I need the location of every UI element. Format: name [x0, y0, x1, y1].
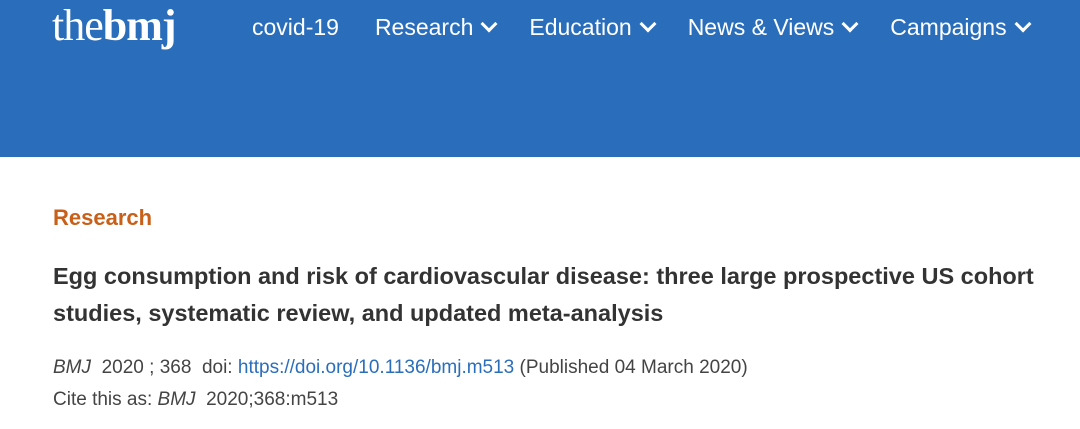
bmj-logo[interactable]: thebmj — [52, 1, 177, 50]
chevron-down-icon — [480, 15, 498, 32]
cite-label: Cite this as: — [53, 389, 153, 410]
nav-item-news-views[interactable]: News & Views — [687, 13, 859, 41]
article-title: Egg consumption and risk of cardiovascul… — [53, 263, 1034, 326]
nav-item-label: News & Views — [687, 13, 835, 40]
nav-item-label: Research — [374, 13, 474, 40]
nav-item-campaigns[interactable]: Campaigns — [890, 13, 1032, 41]
published-date: (Published 04 March 2020) — [519, 357, 748, 378]
article-year: 2020 — [101, 357, 144, 378]
chevron-down-icon — [1014, 15, 1032, 32]
cite-journal: BMJ — [157, 389, 196, 410]
logo-the: the — [52, 1, 104, 50]
article-meta: BMJ 2020 ; 368 doi: https://doi.org/10.1… — [53, 357, 748, 378]
nav-item-covid-19[interactable]: covid-19 — [252, 14, 339, 41]
chevron-down-icon — [841, 15, 859, 32]
article-volume: 368 — [159, 357, 192, 378]
nav-item-label: Campaigns — [890, 13, 1007, 40]
nav-item-research[interactable]: Research — [374, 13, 498, 41]
cite-as: Cite this as: BMJ 2020;368:m513 — [53, 386, 338, 414]
journal-name: BMJ — [53, 357, 91, 378]
article-section-label[interactable]: Research — [53, 205, 153, 230]
site-header: thebmj covid-19 Research Education News … — [0, 0, 1080, 157]
chevron-down-icon — [639, 15, 657, 32]
main-nav: covid-19 Research Education News & Views… — [252, 12, 1032, 42]
doi-label: doi: — [201, 357, 233, 378]
nav-item-education[interactable]: Education — [529, 13, 657, 41]
logo-bmj: bmj — [102, 1, 177, 50]
doi-link[interactable]: https://doi.org/10.1136/bmj.m513 — [237, 357, 515, 378]
nav-item-label: Education — [529, 13, 632, 40]
nav-item-label: covid-19 — [252, 13, 339, 40]
cite-reference: 2020;368:m513 — [206, 389, 339, 410]
